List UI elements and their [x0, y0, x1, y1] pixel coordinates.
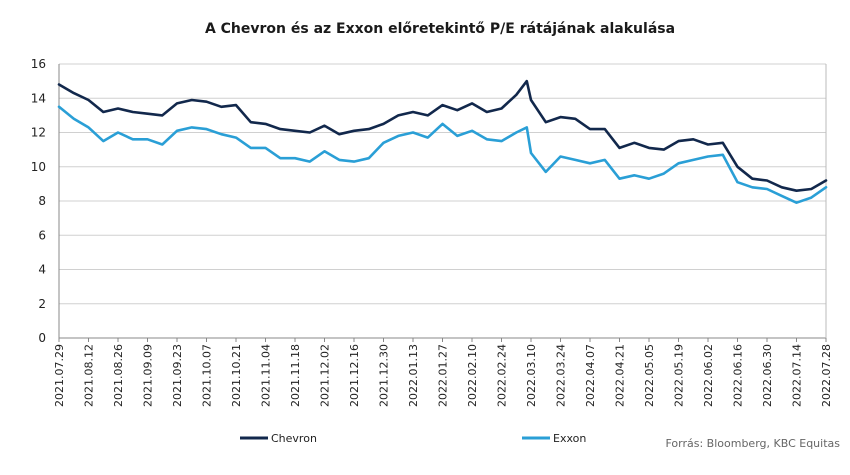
x-tick-label: 2021.08.26 [112, 344, 125, 407]
source-note: Forrás: Bloomberg, KBC Equitas [665, 437, 840, 450]
series-lines [57, 79, 828, 204]
legend-label-chevron: Chevron [271, 432, 317, 445]
x-tick-label: 2021.09.23 [171, 344, 184, 407]
x-tick-label: 2021.07.29 [53, 344, 66, 407]
x-tick-label: 2022.03.24 [555, 344, 568, 407]
x-tick-label: 2022.04.07 [584, 344, 597, 407]
x-tick-label: 2022.02.10 [466, 344, 479, 407]
x-tick-label: 2022.03.10 [525, 344, 538, 407]
grid [58, 63, 827, 339]
x-tick-label: 2022.02.24 [496, 344, 509, 407]
x-tick-label: 2022.01.27 [437, 344, 450, 407]
y-tick-label: 16 [31, 57, 46, 71]
x-tick-label: 2021.11.04 [260, 344, 273, 407]
x-tick-label: 2021.11.18 [289, 344, 302, 407]
legend-label-exxon: Exxon [553, 432, 586, 445]
y-tick-label: 8 [38, 194, 46, 208]
x-tick-label: 2022.07.14 [791, 344, 804, 407]
x-tick-label: 2022.07.28 [820, 344, 833, 407]
y-tick-label: 14 [31, 91, 46, 105]
x-tick-label: 2021.12.16 [348, 344, 361, 407]
x-tick-label: 2022.05.19 [673, 344, 686, 407]
x-tick-label: 2021.12.02 [319, 344, 332, 407]
x-axis-ticks: 2021.07.29 2021.08.12 2021.08.26 2021.09.09… [53, 338, 833, 407]
x-tick-label: 2021.10.07 [201, 344, 214, 407]
x-tick-label: 2021.08.12 [83, 344, 96, 407]
chart-title: A Chevron és az Exxon előretekintő P/E r… [205, 21, 675, 37]
legend: Chevron Exxon [240, 432, 586, 445]
x-tick-label: 2022.04.21 [614, 344, 627, 407]
x-tick-label: 2022.05.05 [643, 344, 656, 407]
x-tick-label: 2022.06.16 [732, 344, 745, 407]
series-line-exxon [57, 105, 828, 204]
y-tick-label: 10 [31, 160, 46, 174]
y-axis-ticks: 0 2 4 6 8 10 12 14 16 [31, 57, 46, 345]
x-tick-label: 2021.09.09 [142, 344, 155, 407]
y-tick-label: 4 [38, 263, 46, 277]
y-tick-label: 0 [38, 331, 46, 345]
y-tick-label: 2 [38, 297, 46, 311]
x-tick-label: 2021.12.30 [378, 344, 391, 407]
y-tick-label: 12 [31, 126, 46, 140]
x-tick-label: 2022.01.13 [407, 344, 420, 407]
x-tick-label: 2022.06.02 [702, 344, 715, 407]
y-tick-label: 6 [38, 228, 46, 242]
series-line-chevron [57, 79, 828, 192]
x-tick-label: 2022.06.30 [761, 344, 774, 407]
x-tick-label: 2021.10.21 [230, 344, 243, 407]
